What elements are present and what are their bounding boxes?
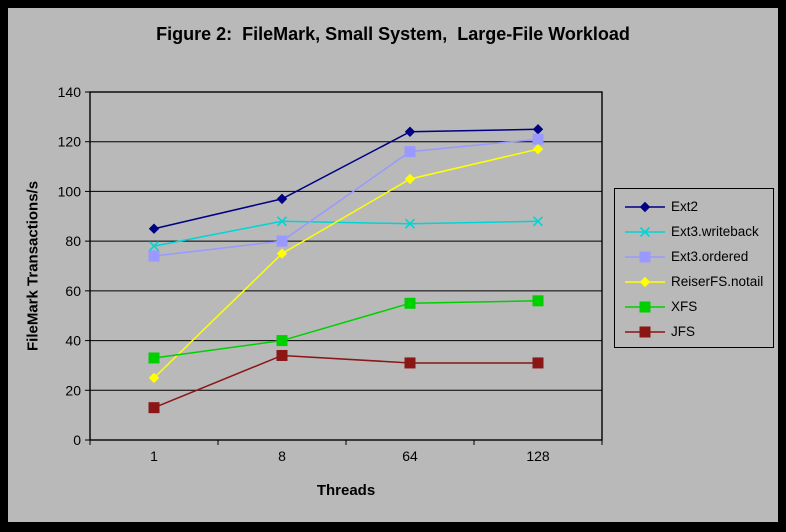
legend-item-jfs: JFS <box>615 319 773 344</box>
legend-marker-ext3-writeback-icon <box>639 226 651 237</box>
legend-label-ext3-ordered: Ext3.ordered <box>671 249 749 264</box>
series-marker-reiserfs-notail-128 <box>532 143 544 155</box>
series-marker-xfs-8 <box>276 335 288 347</box>
x-tick-label-128: 128 <box>526 448 550 464</box>
legend-item-xfs: XFS <box>615 294 773 319</box>
legend-marker-xfs-icon <box>639 301 651 312</box>
legend-item-ext2: Ext2 <box>615 194 773 219</box>
series-line-ext2 <box>153 128 539 230</box>
series-marker-jfs-8 <box>276 349 288 361</box>
legend-label-jfs: JFS <box>671 324 696 339</box>
legend-label-reiserfs-notail: ReiserFS.notail <box>671 274 764 289</box>
legend-sample-xfs <box>625 301 665 312</box>
series-line-reiserfs-notail <box>153 148 539 379</box>
legend-sample-ext3-writeback <box>625 226 665 237</box>
legend-marker-ext3-ordered-icon <box>639 251 651 262</box>
series-marker-xfs-128 <box>532 295 544 307</box>
x-axis-title: Threads <box>316 482 376 499</box>
legend-marker-jfs-icon <box>639 326 651 337</box>
legend-item-ext3-writeback: Ext3.writeback <box>615 219 773 244</box>
x-tick-label-8: 8 <box>278 448 286 464</box>
series-marker-ext2-8 <box>276 193 288 205</box>
series-marker-ext2-64 <box>404 126 416 137</box>
y-tick-label-80: 80 <box>65 233 81 249</box>
legend-sample-ext2 <box>625 201 665 212</box>
series-marker-ext3-ordered-8 <box>276 235 288 247</box>
y-tick-label-20: 20 <box>65 382 81 398</box>
series-marker-ext2-1 <box>148 223 160 234</box>
plot-border <box>89 91 603 441</box>
x-tick-label-64: 64 <box>402 448 418 464</box>
legend-item-ext3-ordered: Ext3.ordered <box>615 244 773 269</box>
legend-box: Ext2 Ext3.writeback Ext3.ordered ReiserFS.n… <box>614 188 774 348</box>
y-tick-label-140: 140 <box>58 84 82 100</box>
chart-title: Figure 2: FileMark, Small System, Large-… <box>156 24 630 44</box>
y-tick-label-40: 40 <box>65 333 81 349</box>
legend-sample-jfs <box>625 326 665 337</box>
y-tick-label-100: 100 <box>58 183 82 199</box>
legend-marker-reiserfs-notail-icon <box>639 276 651 287</box>
series-marker-ext3-writeback-128 <box>532 216 544 227</box>
legend-sample-ext3-ordered <box>625 251 665 262</box>
series-marker-ext3-writeback-8 <box>276 216 288 227</box>
series-line-ext3-ordered <box>153 138 539 257</box>
series-marker-reiserfs-notail-64 <box>404 173 416 185</box>
plot-area: 0 20 40 60 80 100 120 140 1 8 64 128 <box>58 84 603 464</box>
series-marker-ext3-writeback-1 <box>148 241 160 252</box>
y-tick-label-120: 120 <box>58 134 82 150</box>
series-marker-ext3-ordered-128 <box>532 133 544 145</box>
series-marker-jfs-128 <box>532 357 544 369</box>
series-marker-ext3-writeback-64 <box>404 218 416 229</box>
series-marker-jfs-64 <box>404 357 416 369</box>
y-tick-label-60: 60 <box>65 283 81 299</box>
series-line-jfs <box>153 354 538 409</box>
series-marker-ext2-128 <box>532 124 544 135</box>
legend-marker-ext2-icon <box>639 201 651 212</box>
series-marker-ext3-ordered-1 <box>148 250 160 262</box>
x-tick-label-1: 1 <box>150 448 158 464</box>
series-marker-xfs-64 <box>404 297 416 309</box>
series-marker-reiserfs-notail-1 <box>148 372 160 384</box>
legend-label-xfs: XFS <box>671 299 698 314</box>
series-line-ext3-writeback <box>153 220 539 247</box>
series-line-xfs <box>153 300 539 359</box>
legend-sample-reiserfs-notail <box>625 276 665 287</box>
legend-label-ext3-writeback: Ext3.writeback <box>671 224 759 239</box>
legend-label-ext2: Ext2 <box>671 199 699 214</box>
series-marker-reiserfs-notail-8 <box>276 248 288 259</box>
series-marker-ext3-ordered-64 <box>404 146 416 158</box>
series-marker-xfs-1 <box>148 352 160 364</box>
series-marker-jfs-1 <box>148 402 160 414</box>
y-tick-label-0: 0 <box>73 432 81 448</box>
legend-item-reiserfs-notail: ReiserFS.notail <box>615 269 773 294</box>
